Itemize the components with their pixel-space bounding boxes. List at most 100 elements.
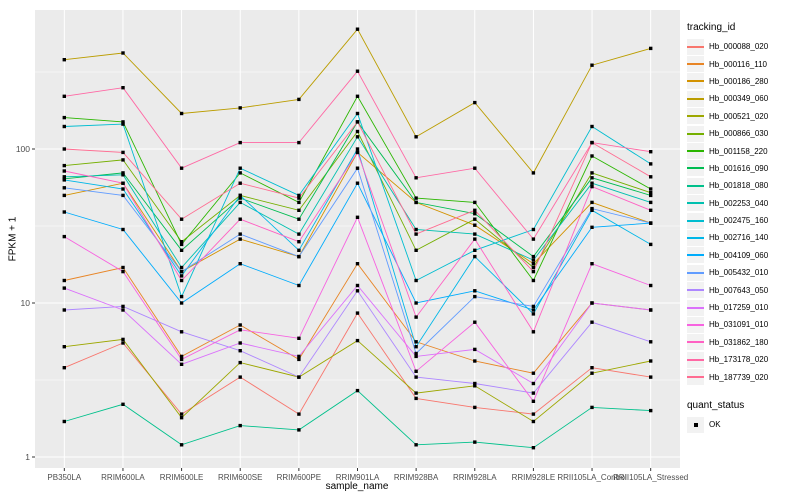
data-point — [473, 237, 477, 241]
data-point — [238, 237, 242, 241]
data-point — [238, 166, 242, 170]
legend-key-box — [687, 282, 704, 299]
data-point — [62, 175, 66, 179]
data-point — [355, 283, 360, 288]
x-tick-label: RRIM928BA — [394, 473, 439, 482]
data-point — [121, 265, 125, 270]
legend-key-box — [687, 108, 704, 125]
legend-item-label: Hb_187739_020 — [709, 372, 769, 382]
data-point — [179, 111, 184, 116]
legend-key-box — [687, 56, 704, 73]
data-point — [649, 375, 653, 379]
data-point — [238, 171, 242, 175]
legend-item-label: Hb_000186_280 — [709, 76, 769, 86]
data-point — [238, 423, 242, 428]
data-point — [649, 200, 653, 205]
data-point — [238, 181, 242, 185]
data-point — [414, 135, 418, 139]
legend-item-label: Hb_000088_020 — [709, 42, 769, 52]
legend-item-label: Hb_000349_060 — [709, 94, 769, 104]
data-point — [355, 311, 360, 315]
legend-key-line-icon — [687, 376, 704, 379]
data-point — [121, 269, 125, 274]
data-point — [121, 158, 125, 162]
data-point — [297, 248, 301, 252]
data-point — [531, 381, 536, 386]
legend-item-label: Hb_017259_010 — [709, 303, 769, 313]
data-point — [62, 366, 66, 370]
legend-items: Hb_000088_020 Hb_000116_110 Hb_000186_280 H… — [687, 38, 797, 386]
data-point — [473, 200, 477, 205]
data-point — [121, 150, 125, 155]
data-point — [531, 262, 536, 266]
legend-item-label: Hb_001818_080 — [709, 181, 769, 191]
data-point — [590, 405, 594, 410]
data-point — [590, 225, 594, 229]
data-point — [649, 175, 653, 179]
data-point — [414, 443, 418, 447]
data-point — [473, 100, 477, 105]
data-point — [473, 248, 477, 252]
legend-key-line-icon — [687, 358, 704, 361]
data-point — [179, 269, 184, 274]
data-point — [590, 301, 594, 305]
legend-item-Hb_002716_140: Hb_002716_140 — [687, 229, 797, 246]
data-point — [121, 187, 125, 191]
data-point — [62, 286, 66, 290]
data-point — [62, 115, 66, 120]
data-point — [473, 208, 477, 212]
legend-key-line-icon — [687, 202, 704, 205]
legend-item-Hb_187739_020: Hb_187739_020 — [687, 368, 797, 386]
y-tick-label: 100 — [16, 144, 30, 154]
legend-key-box — [687, 195, 704, 212]
data-point — [355, 27, 360, 31]
legend-key-box — [687, 264, 704, 281]
data-point — [531, 330, 536, 334]
legend-key-box — [687, 316, 704, 333]
data-point — [414, 227, 418, 232]
x-tick-label: RRII105LA_Stressed — [613, 473, 688, 482]
data-point — [649, 408, 653, 413]
data-point — [238, 341, 242, 345]
data-point — [414, 345, 418, 349]
data-point — [179, 301, 184, 305]
legend-item-Hb_004109_060: Hb_004109_060 — [687, 247, 797, 264]
data-point — [473, 254, 477, 259]
data-point — [238, 200, 242, 205]
data-point — [473, 381, 477, 386]
legend-key-box — [687, 369, 704, 386]
data-point — [179, 416, 184, 420]
legend-item-Hb_000088_020: Hb_000088_020 — [687, 38, 797, 55]
data-point — [355, 147, 360, 151]
data-point — [179, 443, 184, 447]
data-point — [121, 402, 125, 406]
legend-key-box — [687, 125, 704, 142]
data-point — [590, 262, 594, 266]
data-point — [649, 242, 653, 247]
data-point — [590, 154, 594, 158]
legend-key-box — [687, 229, 704, 246]
data-point — [238, 323, 242, 327]
legend-item-label: Hb_002475_160 — [709, 216, 769, 226]
legend-item-Hb_001616_090: Hb_001616_090 — [687, 160, 797, 177]
data-point — [414, 176, 418, 180]
x-tick-label: RRIM600LA — [101, 473, 145, 482]
legend-key-line-icon — [687, 236, 704, 239]
data-point — [531, 412, 536, 416]
data-point — [531, 419, 536, 424]
data-point — [531, 399, 536, 403]
data-point — [121, 308, 125, 312]
data-point — [297, 375, 301, 379]
legend-key-line-icon — [687, 132, 704, 135]
legend-item-Hb_017259_010: Hb_017259_010 — [687, 299, 797, 316]
data-point — [238, 262, 242, 266]
x-tick-label: RRIM600LE — [160, 473, 204, 482]
data-point — [297, 97, 301, 102]
data-point — [297, 200, 301, 205]
legend-item-Hb_000349_060: Hb_000349_060 — [687, 90, 797, 107]
data-point — [62, 345, 66, 349]
legend-item-Hb_000116_110: Hb_000116_110 — [687, 55, 797, 73]
data-point — [531, 254, 536, 259]
legend-key-line-icon — [687, 167, 704, 170]
